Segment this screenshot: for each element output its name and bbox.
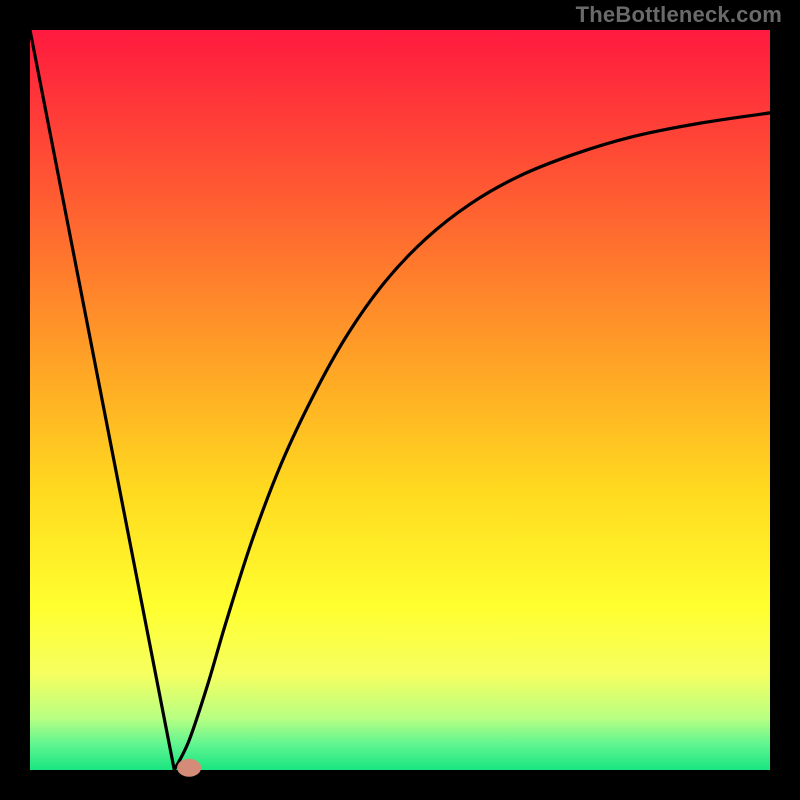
curve-overlay [0,0,800,800]
optimal-point-marker [177,759,201,777]
chart-container: TheBottleneck.com [0,0,800,800]
watermark-text: TheBottleneck.com [576,2,782,28]
bottleneck-curve [30,30,770,770]
